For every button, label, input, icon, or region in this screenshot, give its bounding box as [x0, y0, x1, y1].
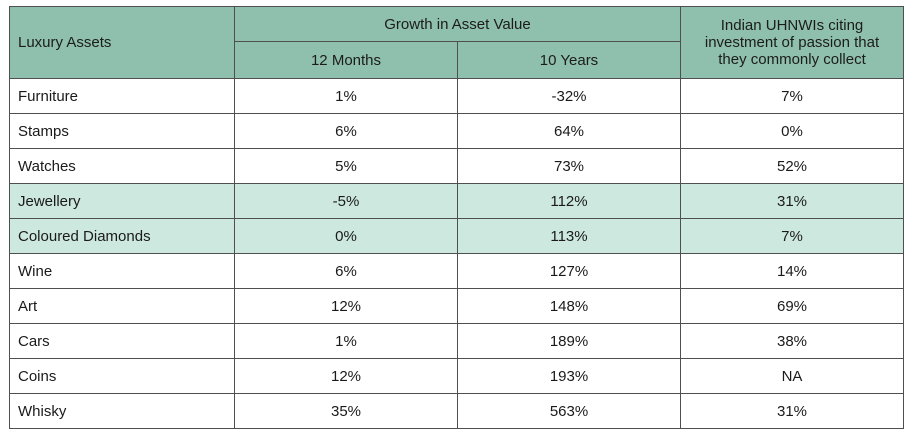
table-row: Whisky 35% 563% 31% — [9, 393, 904, 429]
cell-asset: Cars — [9, 323, 235, 359]
cell-uhnwi-passion: 0% — [680, 113, 904, 149]
cell-12-months: 0% — [234, 218, 458, 254]
table-container: Luxury Assets Growth in Asset Value Indi… — [9, 6, 904, 429]
cell-10-years: 112% — [457, 183, 681, 219]
header-uhnwi-passion: Indian UHNWIs citing investment of passi… — [680, 6, 904, 79]
cell-uhnwi-passion: NA — [680, 358, 904, 394]
header-growth-in-asset-value: Growth in Asset Value — [234, 6, 681, 42]
cell-10-years: 127% — [457, 253, 681, 289]
cell-asset: Wine — [9, 253, 235, 289]
cell-10-years: 64% — [457, 113, 681, 149]
cell-asset: Watches — [9, 148, 235, 184]
cell-uhnwi-passion: 69% — [680, 288, 904, 324]
table-row: Jewellery -5% 112% 31% — [9, 183, 904, 219]
table-row: Coloured Diamonds 0% 113% 7% — [9, 218, 904, 254]
table-row: Stamps 6% 64% 0% — [9, 113, 904, 149]
cell-10-years: 148% — [457, 288, 681, 324]
header-12-months: 12 Months — [234, 41, 458, 79]
table-row: Furniture 1% -32% 7% — [9, 78, 904, 114]
cell-10-years: 73% — [457, 148, 681, 184]
cell-12-months: 12% — [234, 358, 458, 394]
cell-asset: Whisky — [9, 393, 235, 429]
cell-10-years: 193% — [457, 358, 681, 394]
header-10-years: 10 Years — [457, 41, 681, 79]
cell-12-months: 1% — [234, 78, 458, 114]
table-row: Watches 5% 73% 52% — [9, 148, 904, 184]
header-luxury-assets: Luxury Assets — [9, 6, 235, 79]
cell-12-months: -5% — [234, 183, 458, 219]
cell-uhnwi-passion: 7% — [680, 218, 904, 254]
cell-uhnwi-passion: 52% — [680, 148, 904, 184]
table-row: Art 12% 148% 69% — [9, 288, 904, 324]
cell-12-months: 1% — [234, 323, 458, 359]
cell-12-months: 12% — [234, 288, 458, 324]
cell-asset: Coloured Diamonds — [9, 218, 235, 254]
cell-10-years: 189% — [457, 323, 681, 359]
cell-asset: Coins — [9, 358, 235, 394]
cell-12-months: 35% — [234, 393, 458, 429]
cell-uhnwi-passion: 31% — [680, 393, 904, 429]
table-row: Coins 12% 193% NA — [9, 358, 904, 394]
cell-uhnwi-passion: 14% — [680, 253, 904, 289]
cell-12-months: 6% — [234, 253, 458, 289]
cell-asset: Furniture — [9, 78, 235, 114]
table-row: Cars 1% 189% 38% — [9, 323, 904, 359]
cell-10-years: 563% — [457, 393, 681, 429]
cell-10-years: -32% — [457, 78, 681, 114]
cell-asset: Art — [9, 288, 235, 324]
cell-uhnwi-passion: 38% — [680, 323, 904, 359]
cell-uhnwi-passion: 31% — [680, 183, 904, 219]
cell-12-months: 5% — [234, 148, 458, 184]
luxury-assets-table: Luxury Assets Growth in Asset Value Indi… — [9, 6, 904, 429]
cell-asset: Jewellery — [9, 183, 235, 219]
cell-uhnwi-passion: 7% — [680, 78, 904, 114]
cell-10-years: 113% — [457, 218, 681, 254]
table-body: Furniture 1% -32% 7% Stamps 6% 64% 0% Watches 5% 7… — [9, 78, 904, 429]
table-row: Wine 6% 127% 14% — [9, 253, 904, 289]
cell-asset: Stamps — [9, 113, 235, 149]
cell-12-months: 6% — [234, 113, 458, 149]
table-header: Luxury Assets Growth in Asset Value Indi… — [9, 6, 904, 79]
